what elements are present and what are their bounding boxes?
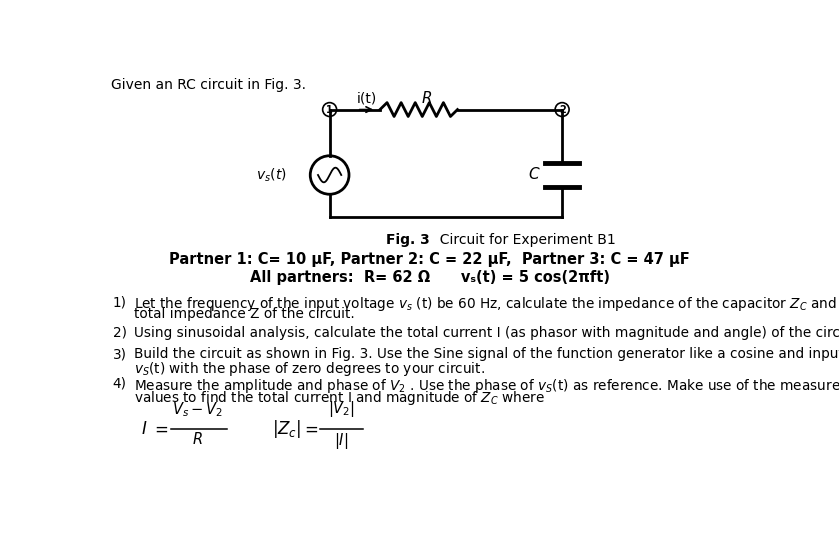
Text: 3): 3) bbox=[112, 347, 127, 362]
Text: All partners:  R= 62 Ω      vₛ(t) = 5 cos(2πft): All partners: R= 62 Ω vₛ(t) = 5 cos(2πft… bbox=[249, 270, 610, 284]
Text: total impedance Z of the circuit.: total impedance Z of the circuit. bbox=[134, 307, 355, 321]
Text: $|I|$: $|I|$ bbox=[334, 431, 348, 451]
Text: $V_s-V_2$: $V_s-V_2$ bbox=[172, 400, 223, 419]
Text: Using sinusoidal analysis, calculate the total current I (as phasor with magnitu: Using sinusoidal analysis, calculate the… bbox=[134, 326, 839, 340]
Text: $=$: $=$ bbox=[301, 420, 318, 438]
Text: values to find the total current I and magnitude of $Z_C$ where: values to find the total current I and m… bbox=[134, 389, 545, 407]
Text: Measure the amplitude and phase of $V_2$ . Use the phase of $v_S$(t) as referenc: Measure the amplitude and phase of $V_2$… bbox=[134, 377, 839, 395]
Text: Partner 1: C= 10 μF, Partner 2: C = 22 μF,  Partner 3: C = 47 μF: Partner 1: C= 10 μF, Partner 2: C = 22 μ… bbox=[169, 252, 690, 267]
Text: $I$: $I$ bbox=[141, 420, 148, 438]
Text: Fig. 3: Fig. 3 bbox=[386, 233, 430, 247]
Text: i(t): i(t) bbox=[357, 92, 377, 106]
Text: 1): 1) bbox=[112, 295, 127, 309]
Text: 2: 2 bbox=[559, 105, 565, 115]
Text: R: R bbox=[421, 91, 432, 106]
Text: Given an RC circuit in Fig. 3.: Given an RC circuit in Fig. 3. bbox=[111, 78, 306, 92]
Text: $R$: $R$ bbox=[192, 431, 203, 447]
Text: 4): 4) bbox=[112, 377, 127, 391]
Text: $|V_2|$: $|V_2|$ bbox=[328, 399, 355, 419]
Text: Build the circuit as shown in Fig. 3. Use the Sine signal of the function genera: Build the circuit as shown in Fig. 3. Us… bbox=[134, 347, 839, 362]
Text: Let the frequency of the input voltage $v_s$ (t) be 60 Hz, calculate the impedan: Let the frequency of the input voltage $… bbox=[134, 295, 839, 313]
Text: $v_s(t)$: $v_s(t)$ bbox=[256, 166, 287, 184]
Text: 2): 2) bbox=[112, 326, 127, 340]
Text: $v_S$(t) with the phase of zero degrees to your circuit.: $v_S$(t) with the phase of zero degrees … bbox=[134, 360, 485, 378]
Text: $|Z_c|$: $|Z_c|$ bbox=[272, 418, 301, 440]
Text: Circuit for Experiment B1: Circuit for Experiment B1 bbox=[431, 233, 616, 247]
Text: 1: 1 bbox=[326, 105, 333, 115]
Text: $=$: $=$ bbox=[151, 420, 169, 438]
Text: C: C bbox=[529, 167, 539, 183]
